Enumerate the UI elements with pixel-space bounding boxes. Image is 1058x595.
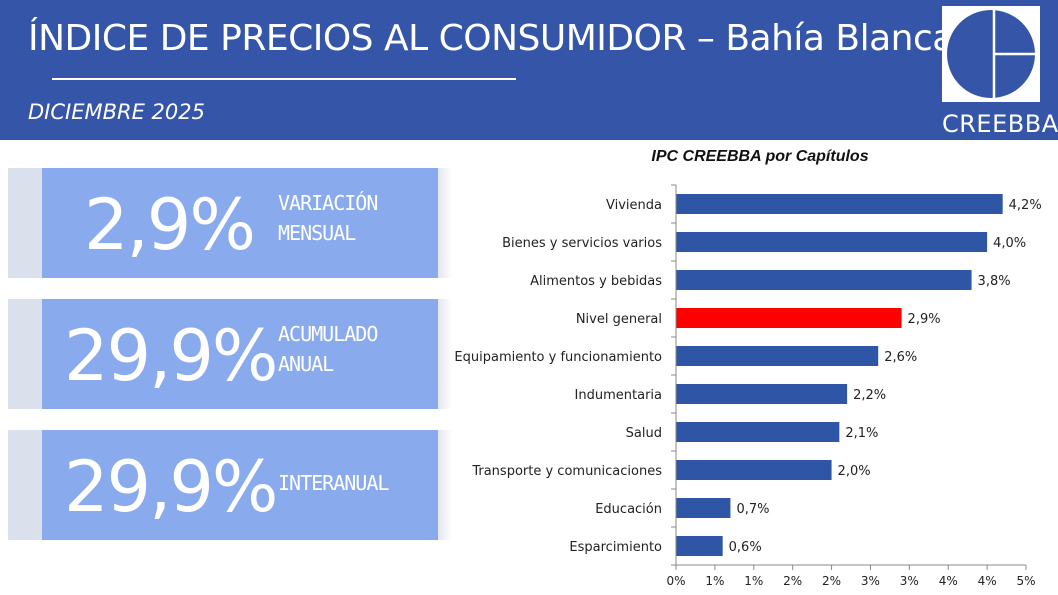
value-label: 0,7% (736, 502, 769, 517)
value-label: 3,8% (978, 274, 1011, 289)
category-label: Vivienda (606, 198, 662, 213)
kpi-yoy-label: INTERANUAL (278, 468, 389, 498)
category-label: Alimentos y bebidas (530, 274, 662, 289)
bar (676, 270, 972, 290)
category-label: Transporte y comunicaciones (471, 464, 662, 479)
kpi-monthly: 2,9% VARIACIÓN MENSUAL (42, 168, 438, 278)
x-tick-label: 2% (822, 574, 841, 588)
title-underline (52, 78, 516, 80)
bar (676, 232, 988, 252)
kpi-shadow-right (438, 299, 452, 409)
bar (676, 384, 848, 404)
x-tick-label: 5% (1016, 574, 1035, 588)
bar (676, 194, 1003, 214)
x-tick-label: 4% (939, 574, 958, 588)
bar (676, 346, 879, 366)
kpi-cumulative-value: 29,9% (64, 315, 278, 397)
bar (676, 460, 832, 480)
kpi-cumulative: 29,9% ACUMULADO ANUAL (42, 299, 438, 409)
x-tick-label: 4% (978, 574, 997, 588)
kpi-shadow (8, 299, 42, 409)
value-label: 2,0% (838, 464, 871, 479)
creebba-logo-icon (942, 6, 1040, 102)
kpi-shadow-right (438, 430, 452, 540)
x-tick-label: 3% (861, 574, 880, 588)
category-label: Equipamiento y funcionamiento (454, 350, 662, 365)
kpi-shadow (8, 168, 42, 278)
value-label: 4,2% (1009, 198, 1042, 213)
value-label: 2,2% (853, 388, 886, 403)
kpi-monthly-label-line2: MENSUAL (278, 221, 356, 245)
kpi-yoy-value: 29,9% (64, 446, 278, 528)
x-tick-label: 3% (900, 574, 919, 588)
bar (676, 308, 902, 328)
kpi-monthly-label-line1: VARIACIÓN (278, 191, 378, 215)
logo-text: CREEBBA (942, 110, 1058, 138)
kpi-monthly-label: VARIACIÓN MENSUAL (278, 188, 378, 248)
bar (676, 498, 731, 518)
bar (676, 422, 840, 442)
x-tick-label: 1% (705, 574, 724, 588)
category-label: Salud (626, 426, 662, 441)
value-label: 2,1% (845, 426, 878, 441)
category-label: Educación (595, 502, 662, 517)
x-tick-label: 0% (666, 574, 685, 588)
kpi-cumulative-label: ACUMULADO ANUAL (278, 319, 378, 379)
kpi-shadow (8, 430, 42, 540)
kpi-monthly-value: 2,9% (84, 184, 256, 266)
report-date: DICIEMBRE 2025 (28, 100, 205, 124)
x-tick-label: 2% (783, 574, 802, 588)
kpi-yoy-label-line1: INTERANUAL (278, 471, 389, 495)
bar (676, 536, 723, 556)
category-label: Bienes y servicios varios (502, 236, 662, 251)
bar-chart: Vivienda 4,2% Bienes y servicios varios 4,0… (454, 184, 1042, 588)
value-label: 2,6% (884, 350, 917, 365)
kpi-cumulative-label-line1: ACUMULADO (278, 322, 378, 346)
kpi-cumulative-label-line2: ANUAL (278, 352, 334, 376)
kpi-yoy: 29,9% INTERANUAL (42, 430, 438, 540)
category-label: Esparcimiento (569, 540, 662, 555)
chart-title: IPC CREEBBA por Capítulos (651, 148, 869, 165)
category-label: Indumentaria (575, 388, 662, 403)
header-banner: ÍNDICE DE PRECIOS AL CONSUMIDOR – Bahía … (0, 0, 1058, 140)
x-tick-label: 1% (744, 574, 763, 588)
page-title: ÍNDICE DE PRECIOS AL CONSUMIDOR – Bahía … (28, 18, 954, 59)
kpi-shadow-right (438, 168, 452, 278)
value-label: 2,9% (908, 312, 941, 327)
value-label: 4,0% (993, 236, 1026, 251)
value-label: 0,6% (729, 540, 762, 555)
category-label: Nivel general (576, 312, 662, 327)
